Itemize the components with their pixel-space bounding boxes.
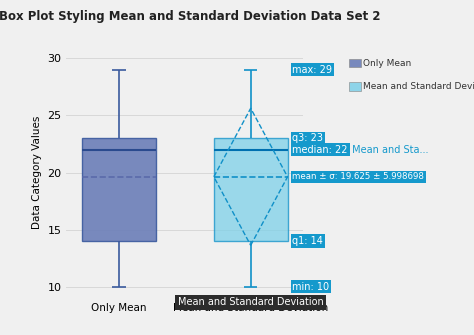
Text: max: 29: max: 29 xyxy=(292,65,332,75)
FancyBboxPatch shape xyxy=(214,138,288,241)
Text: Mean and Standard Deviation: Mean and Standard Deviation xyxy=(364,82,474,91)
Y-axis label: Data Category Values: Data Category Values xyxy=(32,116,42,229)
Text: q1: 14: q1: 14 xyxy=(292,236,323,246)
FancyBboxPatch shape xyxy=(82,138,156,241)
Text: mean ± σ: 19.625 ± 5.998698: mean ± σ: 19.625 ± 5.998698 xyxy=(292,172,424,181)
Text: Mean and Sta...: Mean and Sta... xyxy=(349,145,428,155)
Text: min: 10: min: 10 xyxy=(292,282,329,292)
Text: median: 22: median: 22 xyxy=(292,145,348,155)
Text: Box Plot Styling Mean and Standard Deviation Data Set 2: Box Plot Styling Mean and Standard Devia… xyxy=(0,10,380,23)
Text: q3: 23: q3: 23 xyxy=(292,133,323,143)
Text: Only Mean: Only Mean xyxy=(364,59,411,68)
Text: Mean and Standard Deviation: Mean and Standard Deviation xyxy=(178,297,324,308)
